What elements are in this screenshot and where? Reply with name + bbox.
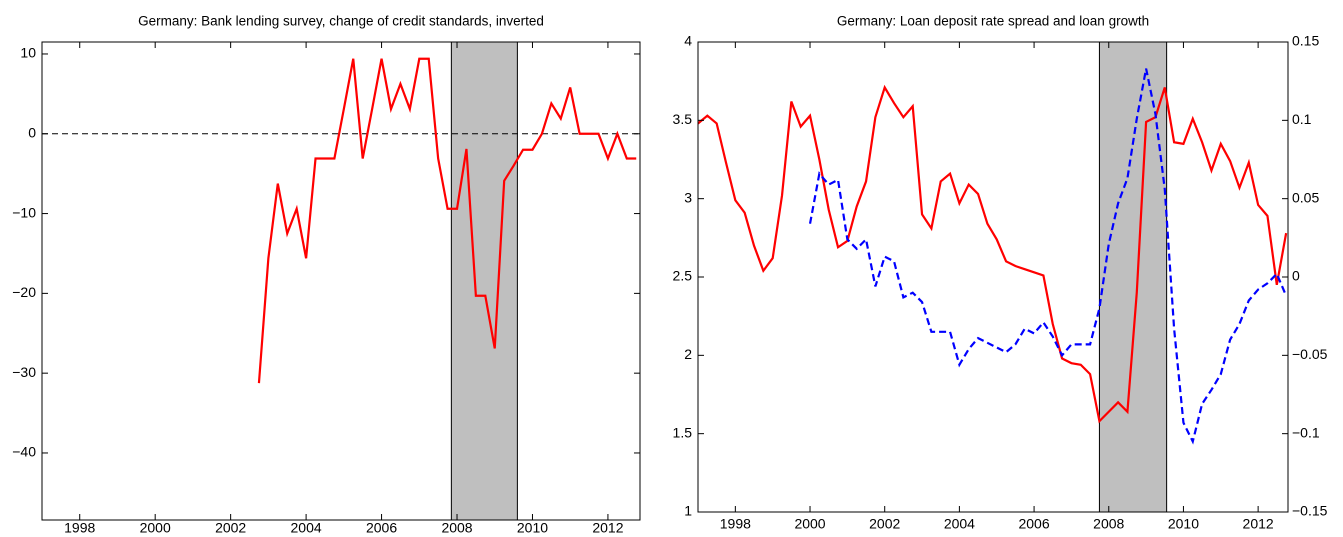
y2-tick-label: 0.05 [1292,189,1319,205]
x-tick-label: 2008 [1093,516,1124,532]
x-tick-label: 2002 [869,516,900,532]
x-tick-label: 2006 [1018,516,1049,532]
y2-tick-label: 0.1 [1292,111,1312,127]
x-tick-label: 2012 [592,520,623,536]
y-tick-label: −40 [12,444,36,460]
y-tick-label: 1.5 [673,424,693,440]
y-tick-label: −20 [12,284,36,300]
chart-title: Germany: Bank lending survey, change of … [138,14,544,29]
shaded-period [1098,41,1168,513]
shaded-period [450,41,518,521]
x-tick-label: 2008 [441,520,472,536]
y2-tick-label: 0 [1292,268,1300,284]
x-tick-label: 2010 [517,520,548,536]
y2-tick-label: 0.15 [1292,33,1319,49]
data-line [698,84,1288,424]
y-tick-label: 3 [684,189,692,205]
y2-tick-label: −0.1 [1292,424,1320,440]
y-tick-label: 4 [684,33,692,49]
y-tick-label: 1 [684,503,692,519]
data-line [257,57,637,384]
x-tick-label: 2004 [291,520,322,536]
y-tick-label: −10 [12,204,36,220]
x-tick-label: 2012 [1243,516,1274,532]
y2-tick-label: −0.05 [1292,346,1328,362]
x-tick-label: 2010 [1168,516,1199,532]
x-tick-label: 2002 [215,520,246,536]
x-tick-label: 1998 [64,520,95,536]
x-tick-label: 2004 [944,516,975,532]
x-tick-label: 1998 [720,516,751,532]
y-tick-label: −30 [12,364,36,380]
y-tick-label: 2 [684,346,692,362]
data-line [808,68,1288,445]
chart-title: Germany: Loan deposit rate spread and lo… [837,14,1149,29]
plot-background [42,42,640,520]
y-tick-label: 2.5 [673,268,693,284]
x-tick-label: 2000 [140,520,171,536]
y-tick-label: 3.5 [673,111,693,127]
y-tick-label: 0 [28,124,36,140]
plot-frame [41,41,641,521]
x-tick-label: 2006 [366,520,397,536]
y-tick-label: 10 [20,45,36,61]
y2-tick-label: −0.15 [1292,503,1328,519]
x-tick-label: 2000 [794,516,825,532]
plot-background [698,42,1288,512]
